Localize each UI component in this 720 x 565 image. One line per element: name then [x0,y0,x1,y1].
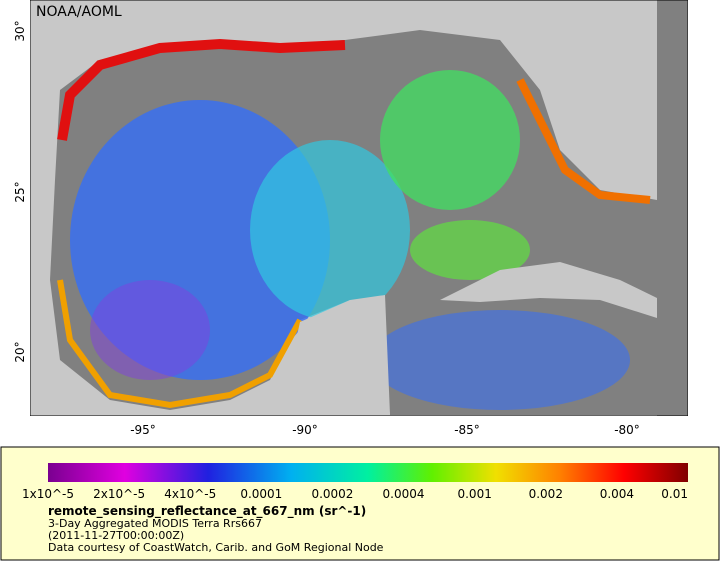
lat-ticks: 30° 25° 20° [13,20,27,362]
lat-label: 30° [13,20,27,41]
lon-label: -95° [130,423,156,437]
colorbar-label: 0.0001 [240,487,282,501]
yucatan [285,295,390,415]
colorbar-label: 0.002 [529,487,563,501]
coastal-high [57,279,303,409]
data-region [380,70,520,210]
coastal-high [57,38,346,141]
colorbar-label: 1x10^-5 [22,487,74,501]
map: NOAA/AOML [30,0,688,416]
lon-label: -90° [292,423,318,437]
data-region [410,220,530,280]
colorbar-label: 0.01 [661,487,688,501]
lon-label: -80° [614,423,640,437]
cuba [440,262,657,318]
colorbar-labels: 1x10^-5 2x10^-5 4x10^-5 0.0001 0.0002 0.0004 0… [22,487,688,501]
colorbar-label: 0.0004 [383,487,425,501]
coastal-high [516,78,651,204]
data-region [370,310,630,410]
variable-name: remote_sensing_reflectance_at_667_nm (sr… [48,504,366,519]
data-region [90,280,210,380]
lat-label: 20° [13,341,27,362]
legend-line: Data courtesy of CoastWatch, Carib. and … [48,541,384,554]
colorbar-label: 4x10^-5 [164,487,216,501]
legend-line: (2011-11-27T00:00:00Z) [48,529,184,542]
colorbar [48,463,688,482]
lat-label: 25° [13,181,27,202]
colorbar-label: 0.001 [457,487,491,501]
colorbar-label: 0.0002 [311,487,353,501]
data-region [250,140,410,320]
credit: NOAA/AOML [36,4,122,20]
no-data-strip [657,0,688,416]
lon-label: -85° [454,423,480,437]
lon-ticks: -95° -90° -85° -80° [130,423,640,437]
colorbar-label: 0.004 [600,487,634,501]
legend-line: 3-Day Aggregated MODIS Terra Rrs667 [48,517,262,530]
colorbar-label: 2x10^-5 [93,487,145,501]
